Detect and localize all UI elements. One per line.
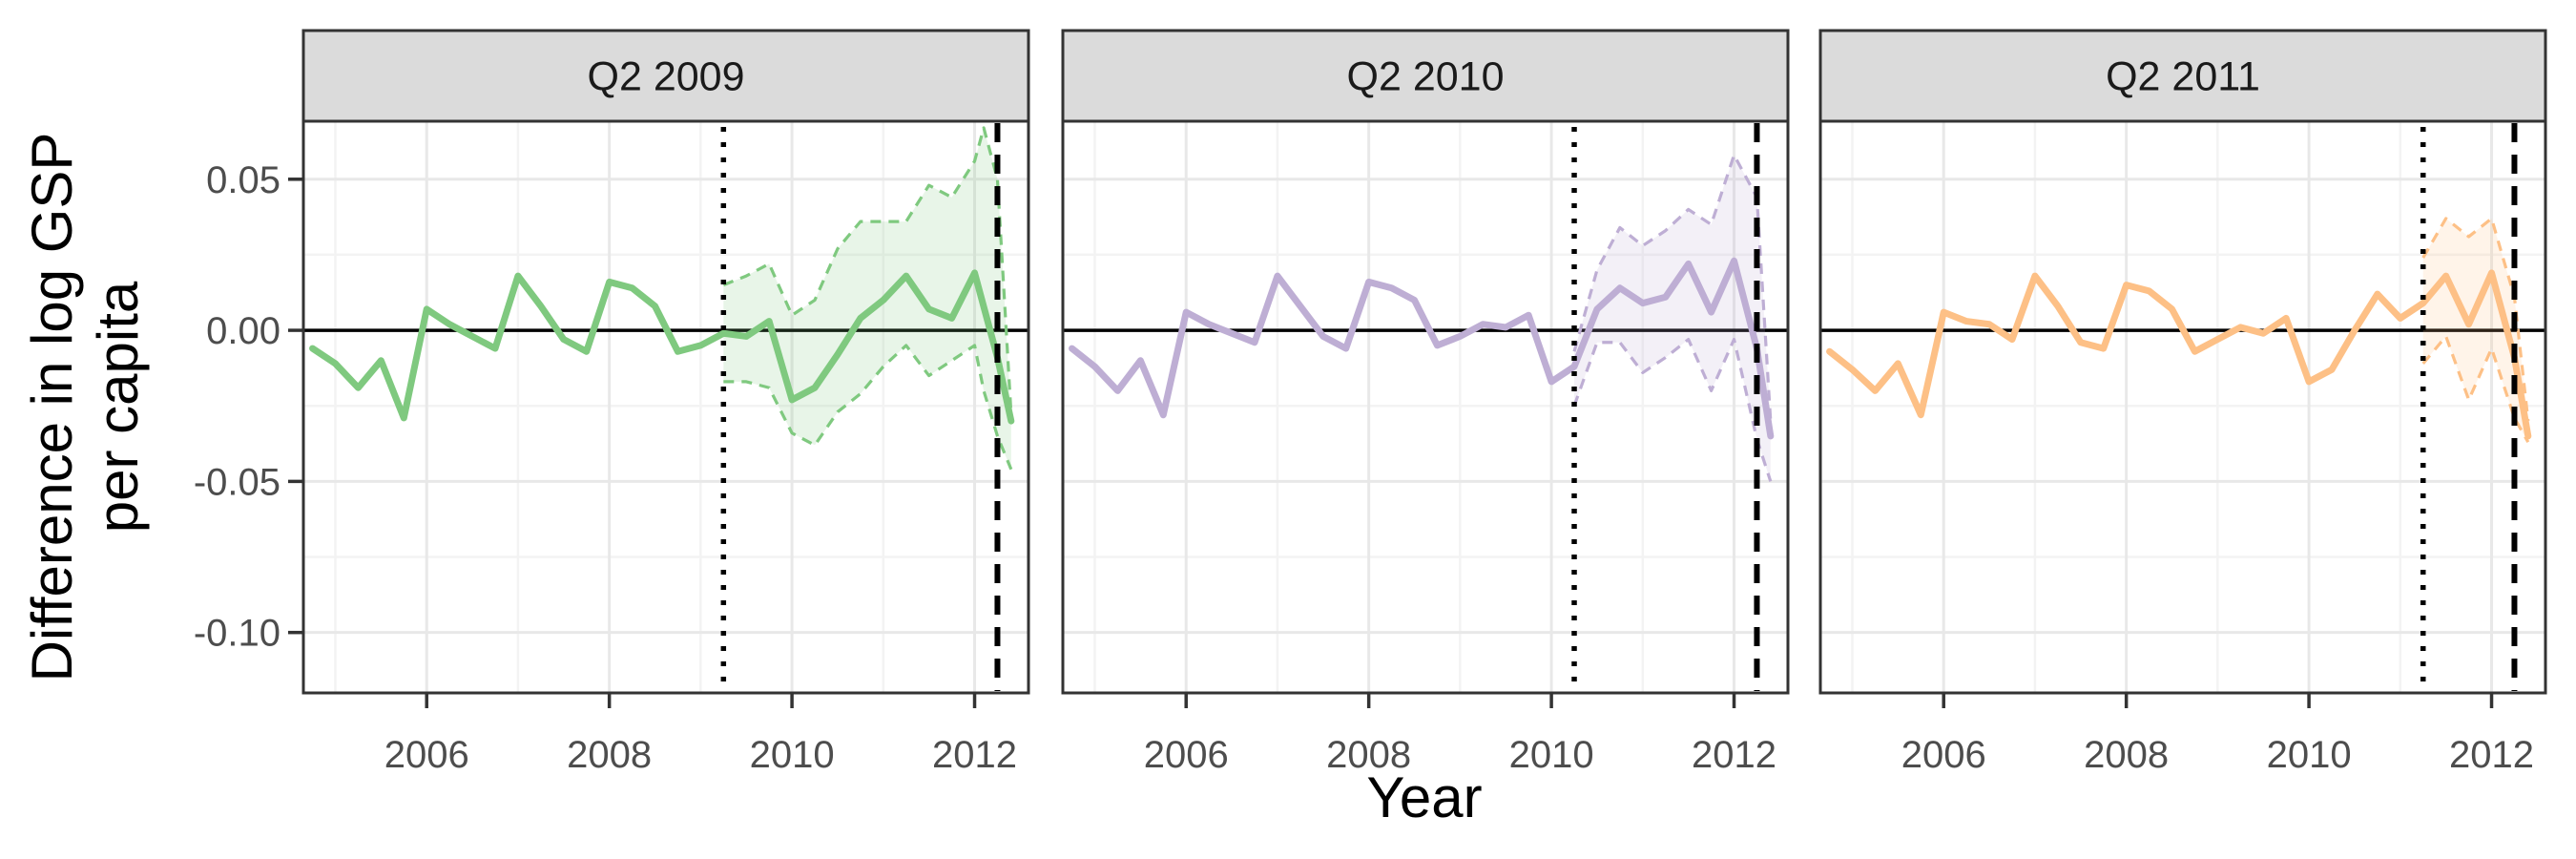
facet-strip (1818, 29, 2547, 123)
ribbon-lower-bound (1572, 337, 1773, 482)
panel-background (1820, 121, 2545, 693)
x-tick-label: 2008 (567, 734, 652, 776)
x-tick-label: 2006 (1901, 734, 1986, 776)
y-tick-label: -0.10 (194, 613, 280, 655)
y-axis-title-line2: per capita (86, 281, 150, 533)
facet-strip-label: Q2 2011 (2106, 54, 2260, 100)
x-tick-label: 2012 (1692, 734, 1776, 776)
panel-background (1063, 121, 1788, 693)
confidence-ribbon (2422, 218, 2528, 443)
facet-strip (301, 29, 1030, 123)
y-tick-label: -0.05 (194, 461, 280, 503)
facet-strip-label: Q2 2010 (1347, 54, 1505, 100)
x-tick-label: 2008 (2084, 734, 2169, 776)
ribbon-upper-bound (1572, 153, 1773, 422)
x-tick-label: 2012 (932, 734, 1017, 776)
x-tick-label: 2008 (1326, 734, 1411, 776)
x-tick-label: 2010 (750, 734, 835, 776)
ribbon-upper-bound (722, 126, 1013, 415)
difference-series-line (1069, 257, 1775, 440)
facet-strip-label: Q2 2009 (588, 54, 745, 100)
x-axis-title: Year (1366, 765, 1482, 829)
x-tick-label: 2010 (1509, 734, 1594, 776)
difference-series-line (309, 269, 1015, 425)
x-tick-label: 2010 (2267, 734, 2352, 776)
x-tick-label: 2012 (2449, 734, 2534, 776)
x-tick-label: 2006 (1144, 734, 1229, 776)
ribbon-lower-bound (723, 344, 1013, 471)
difference-series-line (1826, 269, 2532, 440)
y-axis-title-line1: Difference in log GSP (20, 133, 84, 682)
x-tick-label: 2006 (384, 734, 469, 776)
y-tick-label: 0.00 (206, 310, 280, 352)
confidence-ribbon (723, 127, 1011, 470)
facet-strip (1061, 29, 1790, 123)
confidence-ribbon (1574, 155, 1771, 482)
y-tick-label: 0.05 (206, 159, 280, 201)
